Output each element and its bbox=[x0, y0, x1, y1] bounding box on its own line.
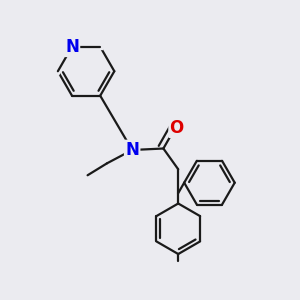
Text: N: N bbox=[125, 141, 139, 159]
Text: N: N bbox=[65, 38, 79, 56]
Text: O: O bbox=[169, 119, 184, 137]
